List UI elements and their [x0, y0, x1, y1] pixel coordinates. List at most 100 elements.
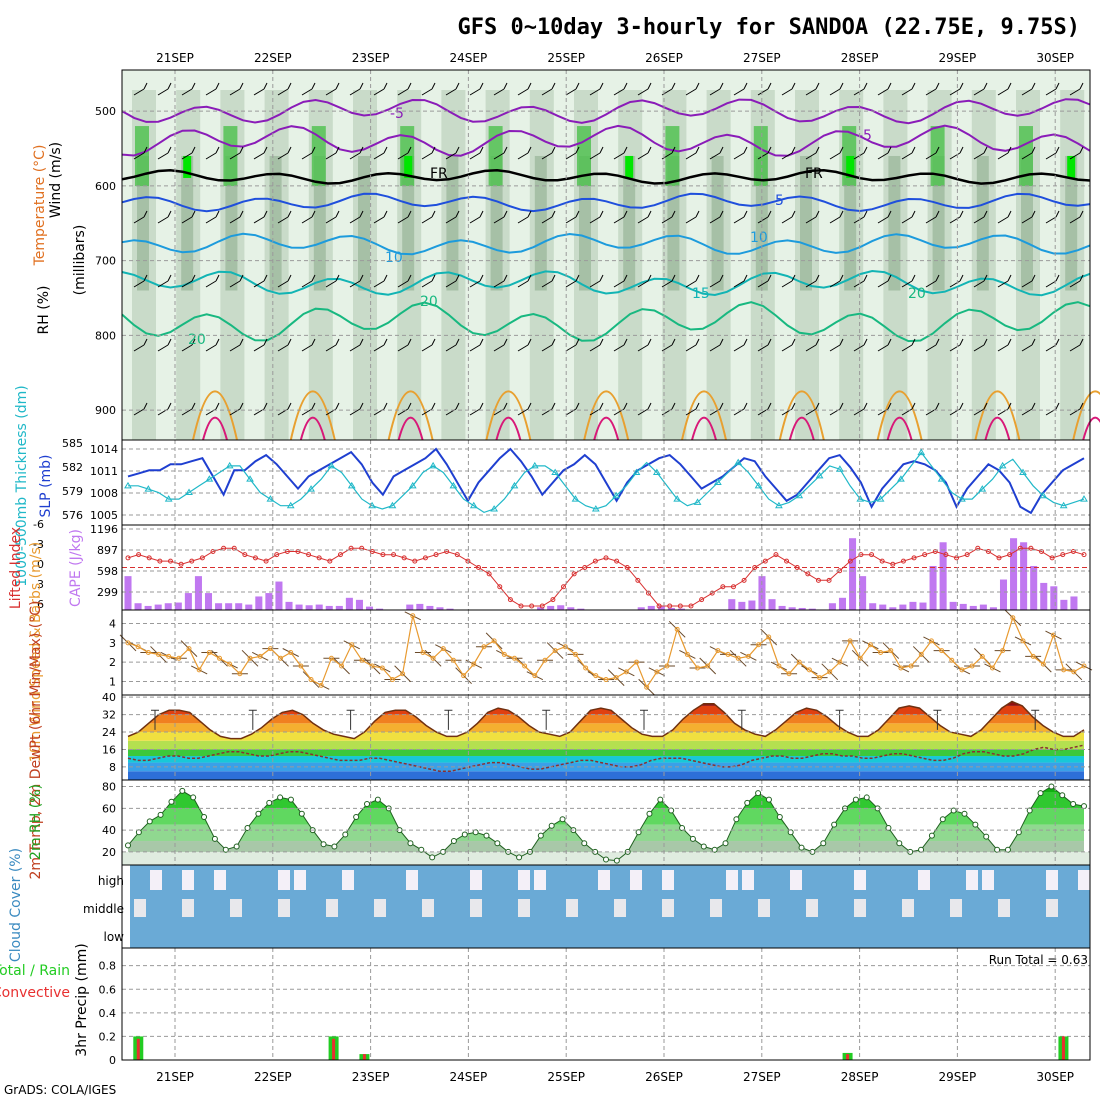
lifted-index-marker: [306, 552, 312, 558]
wind-barb-flag: [959, 274, 964, 282]
thickness-marker: [652, 468, 661, 476]
wind-speed-marker: [491, 638, 497, 644]
rh-marker: [733, 816, 740, 823]
wind-speed-marker: [1040, 661, 1046, 667]
wind-barb: [637, 280, 649, 288]
cape-bar: [667, 607, 675, 610]
thickness-marker: [775, 501, 783, 509]
wind-barb-flag: [623, 146, 628, 154]
cape-bar: [355, 599, 363, 610]
wind-barb-flag: [431, 210, 436, 218]
thickness-marker: [571, 495, 580, 502]
wind-barb: [901, 152, 913, 160]
isotherm-line: [121, 98, 1091, 125]
temp-tick: 8: [109, 761, 116, 774]
wind-barb: [757, 216, 769, 224]
wind-barb: [733, 344, 745, 352]
wind-speed-marker: [1061, 667, 1067, 673]
cape-bar: [1050, 586, 1058, 610]
pressure-axis-label: (millibars): [72, 225, 88, 296]
wind-barb: [1021, 280, 1033, 288]
wind-speed-marker: [206, 650, 212, 655]
wind-barb-flag: [575, 82, 580, 90]
date-label-bottom: 30SEP: [1036, 1070, 1074, 1084]
isotherm-25-arc: [778, 390, 825, 441]
wind-barb-flag: [815, 402, 820, 410]
wind-barb: [589, 88, 601, 96]
temp-line: [127, 700, 1085, 740]
cape-bar: [748, 600, 756, 610]
wind-barb-flag: [815, 146, 820, 154]
isotherm-30-arc: [495, 416, 522, 441]
thickness-marker: [327, 461, 336, 469]
wind-barb-flag: [935, 338, 940, 346]
lifted-index-marker: [242, 552, 248, 558]
cape-bar: [768, 599, 776, 610]
rh-marker: [266, 799, 273, 806]
wind-barb: [733, 88, 745, 96]
wind-barb-flag: [911, 82, 916, 90]
wind-barb-flag: [407, 402, 412, 410]
rh-green-patch: [930, 126, 945, 187]
wind-barb: [613, 88, 625, 96]
slp-axis-label: SLP (mb): [38, 454, 54, 517]
cloud-mid-gap: [1046, 899, 1058, 917]
date-label-bottom: 26SEP: [645, 1070, 683, 1084]
wind-barb: [445, 344, 457, 352]
cape-bar: [446, 608, 454, 610]
wind-barb: [349, 344, 361, 352]
wind-barb: [397, 88, 409, 96]
wind-barb: [277, 88, 289, 96]
rh-marker: [657, 796, 664, 803]
wind-speed-marker: [278, 655, 284, 661]
lifted-index-marker: [954, 555, 960, 561]
wind-barb: [637, 408, 649, 416]
wind-barb-flag: [191, 402, 196, 410]
rh-marker: [852, 796, 859, 803]
cloud-mid-gap: [374, 899, 386, 917]
lifted-index-marker: [635, 577, 641, 583]
thickness-marker: [876, 495, 885, 502]
wind-speed-marker: [583, 665, 589, 671]
wind-barb-flag: [263, 274, 268, 282]
cloud-high-gap: [214, 870, 226, 890]
cloud-high-gap: [342, 870, 354, 890]
lifted-index-marker: [1081, 552, 1087, 558]
wind-speed-marker: [603, 677, 609, 683]
wind-barb: [181, 152, 193, 160]
wind-speed-marker: [654, 669, 660, 675]
cloud-mid-gap: [422, 899, 434, 917]
rh-bright-patch: [1067, 155, 1076, 178]
cloud-high-gap: [294, 870, 306, 890]
wind-barb: [1021, 408, 1033, 416]
cape-bar: [989, 607, 997, 610]
wind-barb-flag: [1079, 402, 1084, 410]
rh-marker: [320, 841, 327, 848]
cloud-mid-gap: [854, 899, 866, 917]
lifted-index-marker: [348, 545, 354, 551]
rh-marker: [635, 829, 642, 836]
wind-barb-flag: [359, 402, 364, 410]
cape-bar: [889, 607, 897, 610]
wind-barb: [805, 216, 817, 224]
isotherm-25-arc: [1072, 390, 1100, 441]
wind-barb-flag: [383, 146, 388, 154]
date-label-top: 27SEP: [743, 51, 781, 65]
wind-barb-flag: [167, 338, 172, 346]
cloud-mid-gap: [230, 899, 242, 917]
precip-convective-bar: [846, 1054, 850, 1060]
wind-barb-flag: [407, 82, 412, 90]
thickness-marker: [1019, 468, 1027, 476]
wind-barb-flag: [143, 402, 148, 410]
wind-barb: [1045, 216, 1057, 224]
wind-speed-marker: [1020, 638, 1026, 644]
date-label-bottom: 24SEP: [450, 1070, 488, 1084]
thickness-marker: [958, 495, 966, 502]
thickness-marker: [469, 501, 478, 509]
rh-shade-band: [358, 155, 370, 291]
isotherm-line: [121, 232, 1091, 256]
wind-speed-marker: [176, 655, 182, 661]
rh-marker: [364, 800, 370, 807]
wind-speed-marker: [847, 638, 853, 644]
thickness-marker: [388, 501, 397, 509]
